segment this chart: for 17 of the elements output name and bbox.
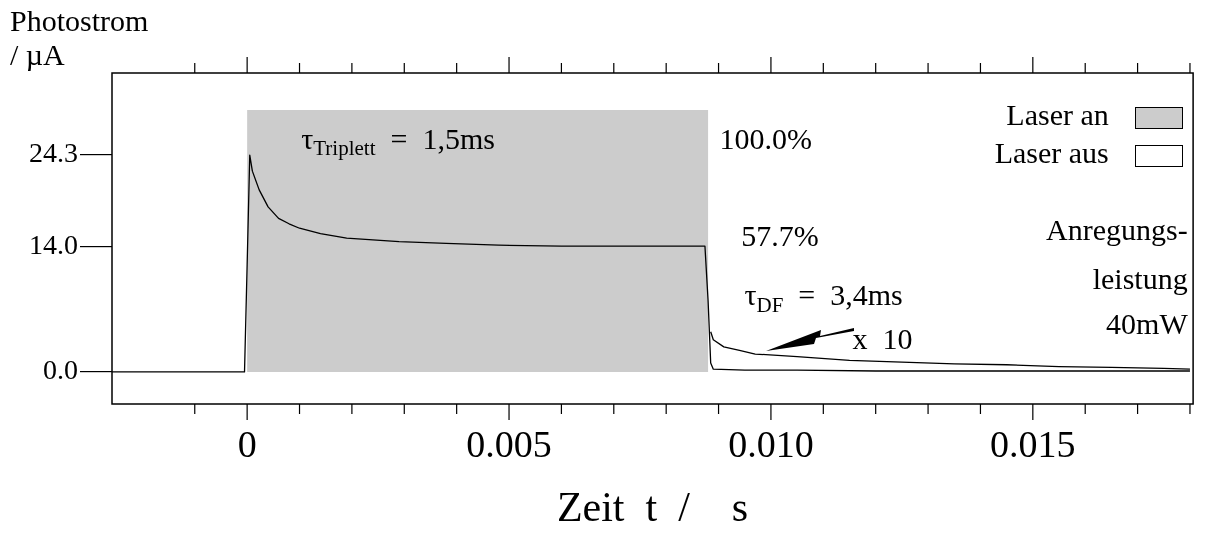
x-tick-label: 0.005 (466, 422, 552, 465)
y-tick-label: 0.0 (43, 354, 78, 386)
x-axis-title: Zeit t / s (556, 483, 749, 530)
annotation: Laser an (1006, 97, 1109, 131)
x-tick-label: 0.010 (728, 422, 814, 465)
annotation: x 10 (852, 321, 913, 355)
y-tick-label: 24.3 (29, 137, 78, 169)
annotation: 100.0% (719, 121, 813, 155)
x-tick-label: 0.015 (990, 422, 1076, 465)
x-tick-label: 0 (237, 422, 257, 465)
y-axis-title: Photostrom / µA (10, 4, 149, 72)
y-tick-label: 14.0 (29, 229, 78, 261)
annotation: Laser aus (994, 135, 1109, 169)
annotation: 57.7% (741, 219, 819, 253)
annotation: leistung (1092, 262, 1188, 296)
annotation: Anregungs- (1046, 212, 1188, 246)
annotation: 40mW (1106, 307, 1189, 341)
